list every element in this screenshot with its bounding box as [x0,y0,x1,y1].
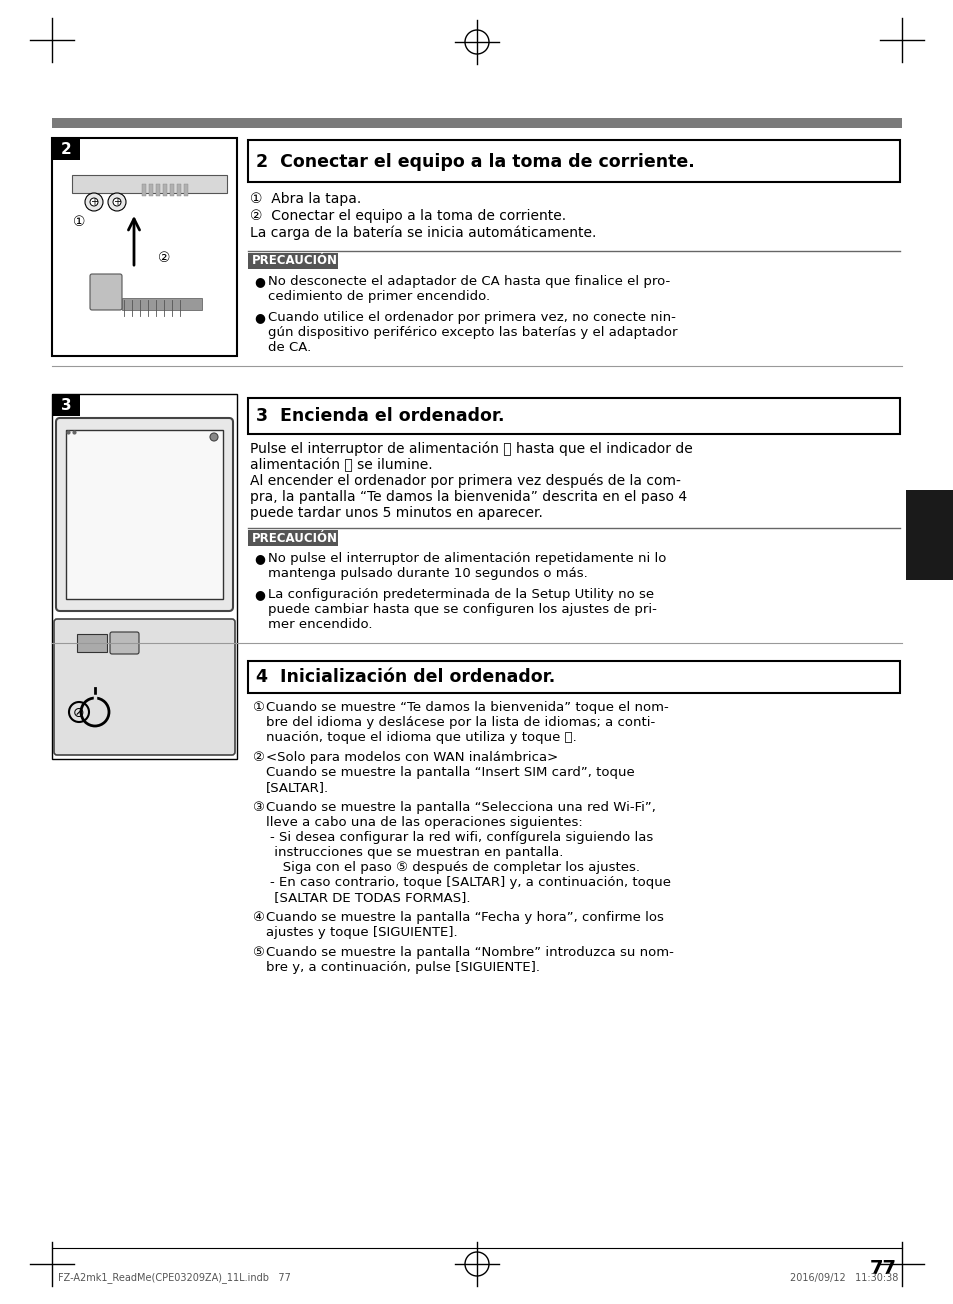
Bar [71,175,227,193]
Text: PRECAUCIÓN: PRECAUCIÓN [252,532,337,545]
Text: puede cambiar hasta que se configuren los ajustes de pri-: puede cambiar hasta que se configuren lo… [268,602,657,615]
Text: No pulse el interruptor de alimentación repetidamente ni lo: No pulse el interruptor de alimentación … [268,552,666,565]
Bar [122,299,202,310]
Bar [184,184,188,196]
Bar [52,394,236,759]
Text: pra, la pantalla “Te damos la bienvenida” descrita en el paso 4: pra, la pantalla “Te damos la bienvenida… [250,490,686,505]
Text: Cuando utilice el ordenador por primera vez, no conecte nin-: Cuando utilice el ordenador por primera … [268,310,675,323]
Text: ③: ③ [252,801,264,814]
FancyBboxPatch shape [54,619,234,755]
Circle shape [210,433,218,441]
Bar [905,490,953,580]
Text: [SALTAR DE TODAS FORMAS].: [SALTAR DE TODAS FORMAS]. [270,891,470,904]
Text: 3: 3 [61,398,71,412]
FancyBboxPatch shape [90,274,122,310]
Text: cedimiento de primer encendido.: cedimiento de primer encendido. [268,289,490,303]
Text: Cuando se muestre la pantalla “Nombre” introduzca su nom-: Cuando se muestre la pantalla “Nombre” i… [266,945,673,958]
Bar [248,253,337,269]
Circle shape [112,198,121,206]
Bar [52,138,236,356]
Text: ajustes y toque [SIGUIENTE].: ajustes y toque [SIGUIENTE]. [266,926,457,939]
Text: mer encendido.: mer encendido. [268,618,372,631]
Text: ①: ① [252,702,264,715]
Text: ④: ④ [252,911,264,925]
FancyBboxPatch shape [56,419,233,612]
Bar [248,661,899,692]
Text: ①: ① [72,215,85,230]
Bar [248,529,337,546]
Text: Cuando se muestre la pantalla “Fecha y hora”, confirme los: Cuando se muestre la pantalla “Fecha y h… [266,911,663,925]
Text: Siga con el paso ⑤ después de completar los ajustes.: Siga con el paso ⑤ después de completar … [270,861,639,874]
Bar [170,184,173,196]
Text: FZ-A2mk1_ReadMe(CPE03209ZA)_11L.indb   77: FZ-A2mk1_ReadMe(CPE03209ZA)_11L.indb 77 [58,1273,291,1283]
Circle shape [85,193,103,211]
Text: Cuando se muestre la pantalla “Insert SIM card”, toque: Cuando se muestre la pantalla “Insert SI… [266,765,634,778]
Text: ●: ● [253,588,265,601]
Text: No desconecte el adaptador de CA hasta que finalice el pro-: No desconecte el adaptador de CA hasta q… [268,275,670,288]
Text: bre del idioma y deslácese por la lista de idiomas; a conti-: bre del idioma y deslácese por la lista … [266,716,655,729]
Bar [248,398,899,434]
Text: lleve a cabo una de las operaciones siguientes:: lleve a cabo una de las operaciones sigu… [266,816,582,829]
Text: Al encender el ordenador por primera vez después de la com-: Al encender el ordenador por primera vez… [250,473,680,489]
Text: La configuración predeterminada de la Setup Utility no se: La configuración predeterminada de la Se… [268,588,654,601]
Circle shape [90,198,98,206]
Text: 3  Encienda el ordenador.: 3 Encienda el ordenador. [255,407,504,425]
Text: ●: ● [253,275,265,288]
Text: 2  Conectar el equipo a la toma de corriente.: 2 Conectar el equipo a la toma de corrie… [255,153,694,171]
Text: bre y, a continuación, pulse [SIGUIENTE].: bre y, a continuación, pulse [SIGUIENTE]… [266,961,539,974]
Circle shape [108,193,126,211]
Text: +: + [90,197,98,207]
Text: ⑤: ⑤ [252,945,264,958]
Text: ②: ② [252,751,264,764]
Text: alimentación Ⓙ se ilumine.: alimentación Ⓙ se ilumine. [250,458,432,472]
Text: gún dispositivo periférico excepto las baterías y el adaptador: gún dispositivo periférico excepto las b… [268,326,677,339]
Text: PRECAUCIÓN: PRECAUCIÓN [252,254,337,267]
Text: [SALTAR].: [SALTAR]. [266,781,329,794]
Text: - En caso contrario, toque [SALTAR] y, a continuación, toque: - En caso contrario, toque [SALTAR] y, a… [270,876,670,889]
Text: puede tardar unos 5 minutos en aparecer.: puede tardar unos 5 minutos en aparecer. [250,506,542,520]
Text: +: + [112,197,121,207]
Text: ②  Conectar el equipo a la toma de corriente.: ② Conectar el equipo a la toma de corrie… [250,209,565,223]
Text: de CA.: de CA. [268,342,311,353]
Bar [52,117,901,128]
Text: Cuando se muestre “Te damos la bienvenida” toque el nom-: Cuando se muestre “Te damos la bienvenid… [266,702,668,715]
Text: 2016/09/12   11:30:38: 2016/09/12 11:30:38 [789,1273,897,1283]
Text: mantenga pulsado durante 10 segundos o más.: mantenga pulsado durante 10 segundos o m… [268,567,587,580]
FancyBboxPatch shape [110,632,139,655]
Text: - Si desea configurar la red wifi, confígurela siguiendo las: - Si desea configurar la red wifi, confí… [270,831,653,844]
Bar [248,140,899,183]
Bar [66,430,223,599]
Bar [52,394,80,416]
Bar [52,138,80,160]
Text: 4  Inicialización del ordenador.: 4 Inicialización del ordenador. [255,668,555,686]
Bar [142,184,146,196]
Text: instrucciones que se muestran en pantalla.: instrucciones que se muestran en pantall… [270,846,563,859]
Bar [156,184,160,196]
Text: ⊘: ⊘ [73,705,85,720]
Text: Cuando se muestre la pantalla “Selecciona una red Wi-Fi”,: Cuando se muestre la pantalla “Seleccion… [266,801,656,814]
Text: 2: 2 [61,142,71,156]
Text: nuación, toque el idioma que utiliza y toque ➕.: nuación, toque el idioma que utiliza y t… [266,732,577,745]
Text: <Solo para modelos con WAN inalámbrica>: <Solo para modelos con WAN inalámbrica> [266,751,558,764]
Text: ●: ● [253,310,265,323]
Text: La carga de la batería se inicia automáticamente.: La carga de la batería se inicia automát… [250,226,596,240]
Text: ①  Abra la tapa.: ① Abra la tapa. [250,192,361,206]
Bar [177,184,181,196]
Text: ●: ● [253,552,265,565]
Text: ②: ② [157,250,170,265]
Bar [149,184,152,196]
Bar [77,634,107,652]
Bar [163,184,167,196]
Text: 77: 77 [869,1258,896,1278]
Text: Pulse el interruptor de alimentación ⏻ hasta que el indicador de: Pulse el interruptor de alimentación ⏻ h… [250,442,692,456]
